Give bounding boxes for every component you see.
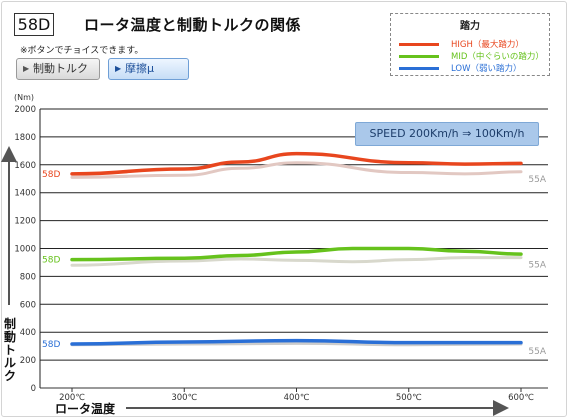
legend-title: 踏力 [460, 21, 480, 32]
y-tick-label: 400 [20, 328, 36, 338]
series-line-high-58d [70, 151, 523, 176]
friction-mu-button-label: 摩擦μ [125, 62, 154, 75]
y-tick-label: 1000 [14, 245, 36, 255]
y-tick-label: 1200 [14, 217, 36, 227]
legend-swatch-mid [399, 55, 439, 58]
friction-mu-button[interactable]: ▶ 摩擦μ [108, 58, 189, 80]
speed-condition-label: SPEED 200Km/h ⇒ 100Km/h [355, 122, 539, 146]
play-arrow-icon: ▶ [115, 64, 122, 73]
series-line-high-55a [70, 161, 523, 179]
series-line-low-55a [70, 341, 523, 347]
y-tick-label: 0 [31, 384, 36, 394]
legend-swatch-low [399, 67, 439, 70]
pedal-force-legend: 踏力 HIGH（最大踏力） MID（中ぐらいの踏力） LOW（弱い踏力） [390, 13, 550, 76]
y-axis-unit: (Nm) [14, 93, 34, 102]
x-tick-label: 200℃ [59, 393, 85, 403]
y-tick-label: 2000 [14, 105, 36, 115]
x-axis-title: ロータ温度 [55, 402, 116, 416]
legend-swatch-high [399, 43, 439, 46]
series-line-low-58d [70, 338, 523, 346]
legend-label-high: HIGH（最大踏力） [451, 40, 524, 50]
legend-label-mid: MID（中ぐらいの踏力） [451, 52, 544, 62]
play-arrow-icon: ▶ [23, 64, 30, 73]
y-tick-label: 600 [20, 300, 36, 310]
y-axis-title: 制動トルク [3, 317, 16, 383]
legend-label-low: LOW（弱い踏力） [451, 64, 522, 74]
x-tick-label: 500℃ [396, 393, 422, 403]
y-tick-label: 1600 [14, 161, 36, 171]
y-tick-label: 1800 [14, 133, 36, 143]
series-line-mid-58d [70, 246, 523, 262]
chart-series [70, 151, 523, 347]
series-label-high-58d: 58D [42, 170, 60, 180]
page-title: ロータ温度と制動トルクの関係 [84, 16, 302, 34]
y-tick-label: 1400 [14, 189, 36, 199]
chart-labels: 0 200 400 600 800 1000 1200 1400 1600 1800 2000 200… [14, 105, 546, 403]
braking-torque-button[interactable]: ▶ 制動トルク [16, 58, 100, 80]
x-tick-label: 600℃ [508, 393, 534, 403]
button-hint-note: ※ボタンでチョイスできます。 [20, 46, 144, 56]
compound-badge: 58D [14, 13, 54, 36]
series-label-mid-58d: 58D [42, 256, 60, 266]
y-tick-label: 200 [20, 356, 36, 366]
series-label-high-55a: 55A [528, 175, 546, 185]
series-label-low-55a: 55A [528, 347, 546, 357]
series-label-mid-55a: 55A [528, 261, 546, 271]
x-tick-label: 300℃ [171, 393, 197, 403]
y-tick-label: 800 [20, 272, 36, 282]
series-line-mid-55a [70, 256, 523, 267]
x-tick-label: 400℃ [284, 393, 310, 403]
braking-torque-button-label: 制動トルク [33, 62, 88, 75]
series-label-low-58d: 58D [42, 340, 60, 350]
